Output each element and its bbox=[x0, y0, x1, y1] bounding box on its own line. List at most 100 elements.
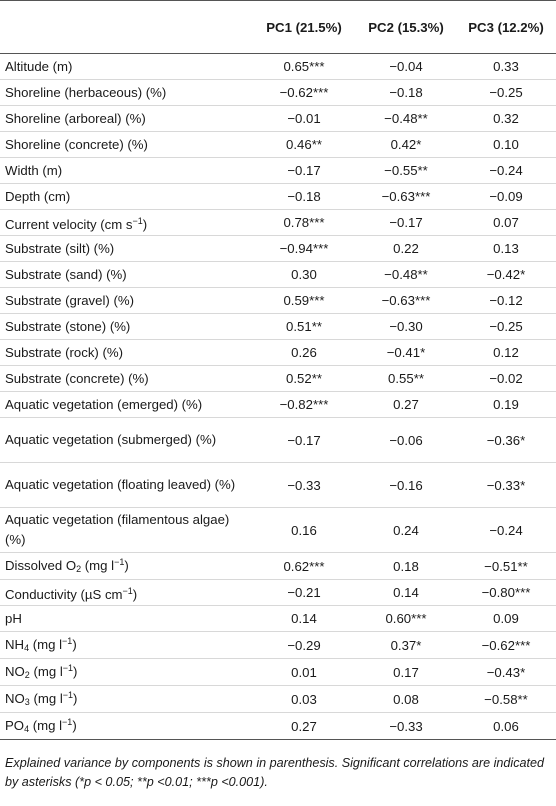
table-row: Shoreline (herbaceous) (%) −0.62*** −0.18 −… bbox=[0, 80, 556, 106]
cell-pc2: −0.41* bbox=[386, 345, 426, 360]
row-label-subscript: 3 bbox=[24, 697, 30, 707]
row-label: pH bbox=[0, 606, 252, 632]
row-label-end: ) bbox=[73, 691, 78, 706]
header-pc1: PC1 (21.5%) bbox=[252, 0, 356, 54]
cell-pc1: −0.82*** bbox=[279, 397, 329, 412]
row-label-subscript: 2 bbox=[76, 564, 82, 574]
cell-pc1: 0.27 bbox=[291, 718, 317, 734]
row-label-text: Aquatic vegetation (submerged) (%) bbox=[5, 432, 217, 447]
cell-pc3: −0.62*** bbox=[481, 637, 531, 653]
row-label-superscript: −1 bbox=[62, 690, 74, 700]
table-row: Dissolved O2 (mg l−1) 0.62*** 0.18 −0.51** bbox=[0, 553, 556, 580]
cell-pc2: −0.18 bbox=[389, 85, 423, 100]
row-label: Substrate (stone) (%) bbox=[0, 314, 252, 340]
table-row: Conductivity (µS cm−1) −0.21 0.14 −0.80*** bbox=[0, 580, 556, 606]
cell-pc3: −0.12 bbox=[489, 293, 523, 308]
cell-pc2: 0.60*** bbox=[385, 611, 427, 626]
cell-pc2: −0.17 bbox=[389, 215, 423, 230]
cell-pc3: −0.36* bbox=[486, 432, 526, 448]
row-label-subscript: 4 bbox=[24, 724, 30, 734]
cell-pc2: −0.16 bbox=[389, 477, 423, 493]
row-label-text: Shoreline (concrete) (%) bbox=[5, 137, 148, 152]
row-label-text: Shoreline (herbaceous) (%) bbox=[5, 85, 167, 100]
row-label: Current velocity (cm s−1) bbox=[0, 210, 252, 236]
header-row: PC1 (21.5%) PC2 (15.3%) PC3 (12.2%) bbox=[0, 0, 556, 54]
cell-pc1: 0.65*** bbox=[283, 59, 325, 74]
cell-pc2: −0.55** bbox=[384, 163, 428, 178]
cell-pc1: −0.17 bbox=[287, 432, 321, 448]
table-row: NH4 (mg l−1) −0.29 0.37* −0.62*** bbox=[0, 632, 556, 659]
cell-pc1: 0.52** bbox=[286, 371, 322, 386]
row-label-text: Width (m) bbox=[5, 163, 63, 178]
table-row: Aquatic vegetation (floating leaved) (%)… bbox=[0, 463, 556, 508]
row-label: Substrate (gravel) (%) bbox=[0, 288, 252, 314]
cell-pc3: 0.33 bbox=[493, 59, 519, 74]
table-footnote: Explained variance by components is show… bbox=[5, 756, 545, 789]
cell-pc1: 0.14 bbox=[291, 611, 317, 626]
cell-pc1: 0.03 bbox=[291, 691, 317, 707]
row-label: Shoreline (herbaceous) (%) bbox=[0, 80, 252, 106]
table-row: pH 0.14 0.60*** 0.09 bbox=[0, 606, 556, 632]
table-row: Current velocity (cm s−1) 0.78*** −0.17 0.0… bbox=[0, 210, 556, 236]
row-label-unit: (mg l bbox=[29, 691, 63, 706]
row-label: Aquatic vegetation (filamentous algae) (… bbox=[0, 508, 252, 553]
cell-pc2: −0.04 bbox=[389, 59, 423, 74]
cell-pc1: 0.01 bbox=[291, 664, 317, 680]
cell-pc3: 0.09 bbox=[493, 611, 519, 626]
table-row: Aquatic vegetation (filamentous algae) (… bbox=[0, 508, 556, 553]
table-body: Altitude (m) 0.65*** −0.04 0.33 Shoreline (h… bbox=[0, 54, 556, 740]
row-label: Conductivity (µS cm−1) bbox=[0, 580, 252, 606]
cell-pc2: 0.42* bbox=[390, 137, 422, 152]
row-label-superscript: −1 bbox=[62, 636, 73, 646]
row-label: Aquatic vegetation (floating leaved) (%) bbox=[0, 463, 252, 508]
cell-pc1: −0.29 bbox=[287, 637, 321, 653]
cell-pc2: −0.48** bbox=[384, 267, 428, 282]
row-label-subscript: 2 bbox=[24, 670, 30, 680]
cell-pc2: −0.48** bbox=[384, 111, 428, 126]
row-label-text: Substrate (stone) (%) bbox=[5, 319, 131, 334]
table-row: NO2 (mg l−1) 0.01 0.17 −0.43* bbox=[0, 659, 556, 686]
cell-pc3: 0.10 bbox=[493, 137, 519, 152]
row-label-unit: (mg l bbox=[29, 718, 63, 733]
row-label-end: ) bbox=[72, 637, 77, 652]
cell-pc3: 0.07 bbox=[493, 215, 519, 230]
cell-pc3: 0.13 bbox=[493, 241, 519, 256]
row-label: NH4 (mg l−1) bbox=[0, 632, 252, 659]
row-label: Altitude (m) bbox=[0, 54, 252, 80]
row-label: Aquatic vegetation (submerged) (%) bbox=[0, 418, 252, 463]
cell-pc3: −0.24 bbox=[489, 522, 523, 538]
table-row: Shoreline (arboreal) (%) −0.01 −0.48** 0.32 bbox=[0, 106, 556, 132]
row-label-end: ) bbox=[73, 664, 78, 679]
row-label-text: Substrate (sand) (%) bbox=[5, 267, 127, 282]
cell-pc2: −0.63*** bbox=[381, 189, 431, 204]
row-label-text: Substrate (gravel) (%) bbox=[5, 293, 134, 308]
row-label-unit: (mg l bbox=[81, 558, 115, 573]
row-label-superscript: −1 bbox=[62, 717, 73, 727]
cell-pc3: −0.24 bbox=[489, 163, 523, 178]
cell-pc2: 0.55** bbox=[388, 371, 424, 386]
row-label-text: Conductivity (µS cm bbox=[5, 586, 123, 602]
row-label-text: Dissolved O bbox=[5, 558, 77, 573]
cell-pc3: −0.58** bbox=[484, 691, 528, 707]
row-label-end: ) bbox=[72, 718, 77, 733]
header-variable bbox=[0, 0, 252, 54]
row-label-end: ) bbox=[132, 586, 138, 602]
cell-pc3: 0.12 bbox=[493, 345, 519, 360]
cell-pc3: 0.06 bbox=[493, 718, 519, 734]
cell-pc2: 0.22 bbox=[393, 241, 419, 256]
header-pc2: PC2 (15.3%) bbox=[356, 0, 456, 54]
cell-pc3: −0.02 bbox=[489, 371, 523, 386]
row-label-text: pH bbox=[5, 611, 22, 626]
row-label-text: NO bbox=[5, 691, 25, 706]
cell-pc3: −0.33* bbox=[486, 477, 526, 493]
row-label-unit: (mg l bbox=[29, 637, 63, 652]
cell-pc1: 0.78*** bbox=[283, 215, 325, 230]
cell-pc1: 0.16 bbox=[291, 522, 317, 538]
table-row: PO4 (mg l−1) 0.27 −0.33 0.06 bbox=[0, 713, 556, 740]
row-label-superscript: −1 bbox=[62, 663, 74, 673]
cell-pc1: −0.94*** bbox=[279, 241, 329, 256]
pca-loadings-table: PC1 (21.5%) PC2 (15.3%) PC3 (12.2%) Alti… bbox=[0, 0, 556, 740]
row-label-text: NH bbox=[5, 637, 25, 652]
cell-pc1: 0.62*** bbox=[283, 558, 325, 574]
